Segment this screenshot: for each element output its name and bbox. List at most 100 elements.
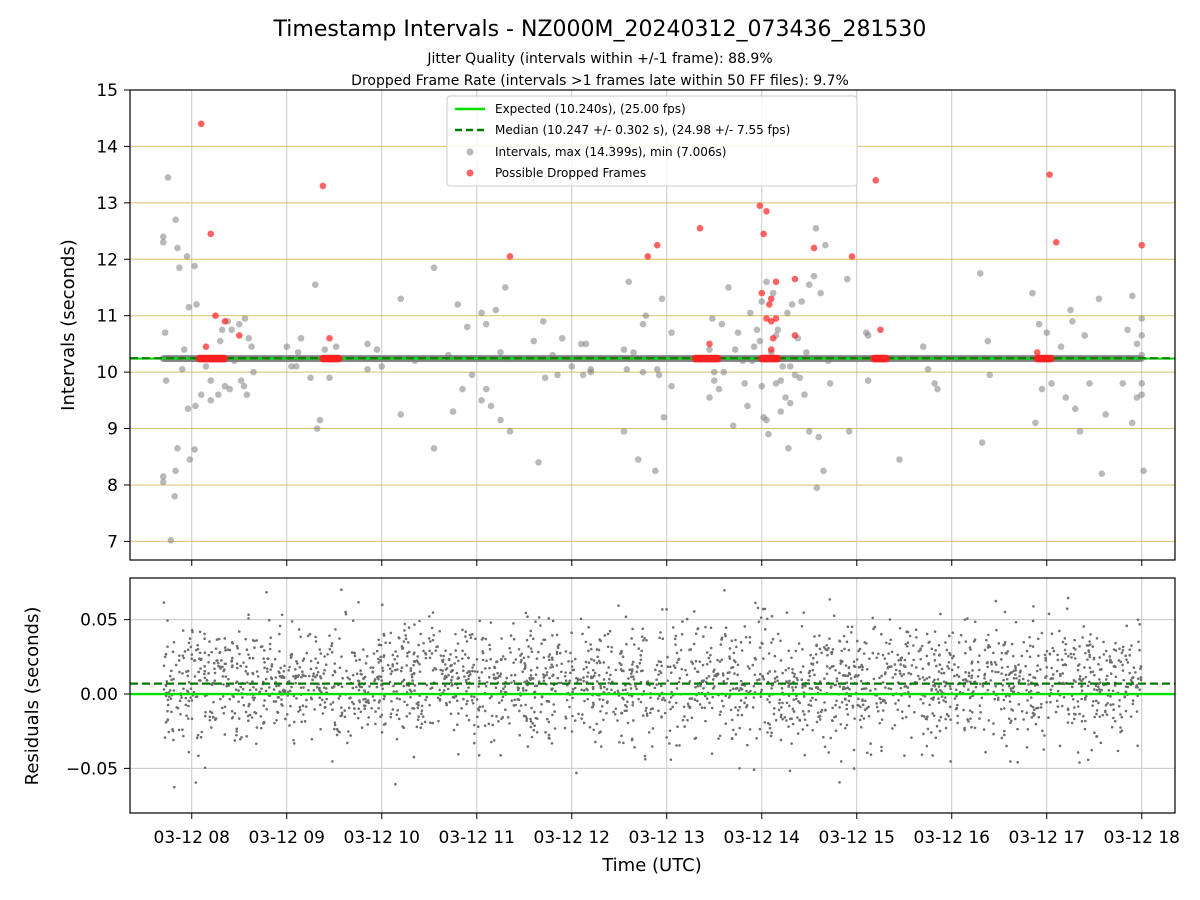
residual-point (278, 671, 281, 675)
residual-point (1124, 654, 1127, 658)
interval-point (634, 456, 642, 463)
residual-point (545, 673, 548, 677)
residual-point (932, 653, 936, 656)
interval-point (864, 332, 872, 339)
residual-point (869, 753, 873, 756)
residual-point (380, 731, 384, 734)
residual-point (227, 684, 230, 687)
residual-point (630, 737, 634, 741)
residual-point (1028, 655, 1032, 659)
residual-point (341, 676, 344, 680)
residual-point (1032, 708, 1036, 712)
residual-point (939, 612, 942, 616)
residual-point (966, 718, 969, 721)
residual-point (852, 660, 856, 663)
residual-point (705, 697, 709, 700)
residual-point (485, 680, 489, 684)
residual-point (1000, 666, 1004, 669)
residual-point (1002, 698, 1006, 702)
residual-point (318, 703, 322, 707)
residual-point (990, 663, 993, 666)
residual-point (320, 698, 324, 702)
residual-point (887, 687, 891, 690)
legend[interactable]: Expected (10.240s), (25.00 fps) Median (… (446, 95, 858, 187)
residual-point (702, 687, 705, 690)
residual-point (162, 688, 166, 691)
residual-point (626, 721, 630, 725)
residual-point (340, 706, 343, 709)
residual-point (254, 688, 258, 691)
residual-point (551, 619, 555, 623)
interval-point (769, 289, 777, 297)
residual-point (767, 652, 771, 655)
residual-point (343, 709, 346, 712)
residual-point (241, 687, 245, 691)
residual-point (379, 655, 382, 659)
residual-point (926, 715, 929, 718)
residual-point (694, 659, 698, 663)
residual-point (953, 674, 956, 678)
residual-point (513, 698, 517, 702)
residual-point (1080, 697, 1083, 701)
residual-point (781, 701, 784, 705)
residual-point (1104, 649, 1108, 653)
residual-point (386, 663, 390, 667)
dropped-frame-point (1138, 241, 1146, 249)
residual-point (929, 731, 933, 734)
residual-point (766, 731, 769, 734)
interval-point (729, 422, 737, 430)
residual-point (1093, 673, 1096, 677)
residual-point (473, 670, 477, 673)
residual-point (184, 696, 188, 700)
residual-point (527, 645, 530, 648)
residual-point (408, 712, 411, 715)
residual-point (419, 726, 423, 730)
residual-point (420, 704, 424, 708)
residual-point (575, 676, 578, 680)
residual-point (904, 715, 908, 719)
residual-point (467, 677, 470, 681)
interval-point (497, 349, 504, 356)
residual-point (280, 676, 283, 679)
residual-point (964, 640, 968, 643)
residual-point (1097, 662, 1100, 666)
residual-point (848, 687, 851, 691)
residual-point (902, 672, 906, 676)
residual-point (1016, 727, 1019, 731)
residual-point (558, 651, 562, 655)
residual-point (542, 679, 546, 683)
dropped-frame-point (767, 295, 775, 303)
residual-point (592, 659, 596, 662)
residual-point (528, 676, 531, 680)
residual-point (1121, 645, 1125, 649)
residual-point (333, 721, 337, 724)
residual-point (1088, 653, 1091, 657)
residual-point (213, 667, 216, 671)
residual-point (871, 616, 875, 620)
residual-point (1027, 679, 1030, 682)
residual-point (605, 711, 608, 715)
residual-point (244, 710, 248, 714)
residual-point (801, 709, 805, 713)
residual-point (888, 642, 891, 646)
residual-point (581, 713, 584, 716)
residual-point (467, 656, 470, 660)
residual-point (406, 651, 409, 655)
residual-point (867, 705, 870, 709)
residual-point (791, 722, 795, 726)
residual-point (633, 643, 636, 646)
residual-point (1089, 633, 1092, 636)
residual-point (1087, 650, 1091, 654)
residual-point (560, 662, 564, 666)
residual-point (212, 700, 215, 704)
residual-point (268, 642, 272, 646)
residual-point (396, 709, 399, 712)
interval-point (161, 329, 169, 336)
residual-point (295, 662, 299, 665)
residual-point (992, 722, 995, 725)
residual-point (734, 733, 738, 736)
residual-point (338, 666, 342, 670)
residual-point (986, 646, 990, 649)
residual-point (379, 643, 383, 647)
